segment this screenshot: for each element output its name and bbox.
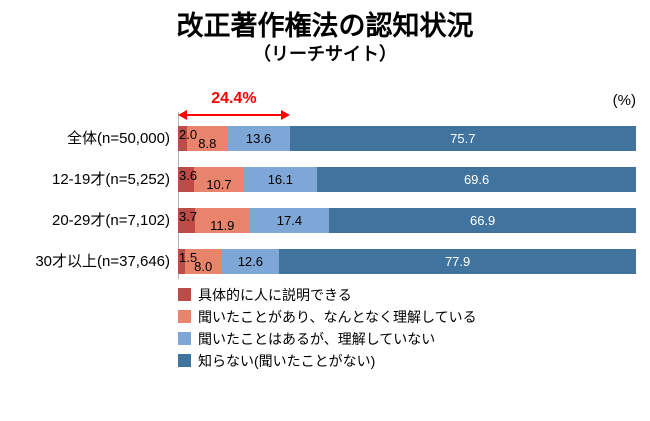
legend-label: 聞いたことはあるが、理解していない bbox=[198, 330, 436, 347]
axis-line bbox=[178, 111, 179, 279]
bar-segment-vague: 10.7 bbox=[194, 166, 244, 192]
segment-value: 2.0 bbox=[179, 126, 198, 142]
bar-segment-vague: 8.0 bbox=[184, 248, 222, 274]
bar-segment-vague: 11.9 bbox=[194, 207, 250, 233]
bar-segment-heard: 13.6 bbox=[227, 125, 290, 151]
bar-segment-heard: 16.1 bbox=[243, 166, 318, 192]
range-annotation-label: 24.4% bbox=[211, 89, 257, 107]
legend-item: 聞いたことがあり、なんとなく理解している bbox=[178, 308, 650, 326]
bar-row: 30才以上(n=37,646) 1.5 8.0 12.6 77.9 bbox=[0, 248, 636, 274]
bar-segment-heard: 17.4 bbox=[249, 207, 330, 233]
bar-row: 20-29才(n=7,102) 3.7 11.9 17.4 66.9 bbox=[0, 207, 636, 233]
category-label: 20-29才(n=7,102) bbox=[52, 211, 170, 229]
stacked-bar-chart: 24.4% (%) 全体(n=50,000) 2.0 8.8 13.6 75.7 bbox=[0, 90, 636, 279]
segment-value: 12.6 bbox=[237, 253, 264, 269]
segment-value: 17.4 bbox=[276, 212, 303, 228]
bar-segment-explain: 3.7 bbox=[178, 207, 198, 233]
legend-swatch-explain bbox=[178, 288, 191, 302]
category-label: 12-19才(n=5,252) bbox=[52, 170, 170, 188]
double-arrow-icon bbox=[178, 108, 290, 122]
bar-track: 1.5 8.0 12.6 77.9 bbox=[178, 248, 636, 274]
legend-label: 知らない(聞いたことがない) bbox=[198, 352, 376, 369]
bar-row: 全体(n=50,000) 2.0 8.8 13.6 75.7 bbox=[0, 125, 636, 151]
bar-segment-unknown: 77.9 bbox=[279, 248, 636, 274]
range-arrow-group: 24.4% bbox=[178, 90, 290, 122]
arrowhead-right-icon bbox=[280, 109, 290, 120]
legend-item: 聞いたことはあるが、理解していない bbox=[178, 330, 650, 348]
page-title: 改正著作権法の認知状況 bbox=[176, 11, 474, 41]
bar-segment-unknown: 75.7 bbox=[289, 125, 636, 151]
bar-track: 3.7 11.9 17.4 66.9 bbox=[178, 207, 636, 233]
segment-value: 13.6 bbox=[245, 130, 272, 146]
legend-swatch-unknown bbox=[178, 354, 191, 368]
segment-value: 11.9 bbox=[210, 217, 235, 233]
bar-track: 3.6 10.7 16.1 69.6 bbox=[178, 166, 636, 192]
category-label: 全体(n=50,000) bbox=[67, 129, 170, 147]
segment-value: 3.7 bbox=[179, 208, 198, 224]
bar-segment-unknown: 66.9 bbox=[329, 207, 636, 233]
segment-value: 10.7 bbox=[206, 176, 232, 192]
legend-label: 具体的に人に説明できる bbox=[198, 286, 352, 303]
bar-track: 2.0 8.8 13.6 75.7 bbox=[178, 125, 636, 151]
bar-segment-explain: 3.6 bbox=[178, 166, 198, 192]
bar-segment-explain: 2.0 bbox=[178, 125, 197, 151]
segment-value: 75.7 bbox=[450, 130, 476, 146]
legend-label: 聞いたことがあり、なんとなく理解している bbox=[198, 308, 477, 325]
annotation-track: 24.4% (%) bbox=[178, 90, 636, 126]
segment-value: 66.9 bbox=[469, 212, 496, 228]
legend-item: 具体的に人に説明できる bbox=[178, 286, 650, 304]
bar-segment-unknown: 69.6 bbox=[317, 166, 636, 192]
legend-item: 知らない(聞いたことがない) bbox=[178, 352, 650, 370]
segment-value: 16.1 bbox=[267, 171, 293, 187]
legend: 具体的に人に説明できる 聞いたことがあり、なんとなく理解している 聞いたことはあ… bbox=[178, 286, 650, 370]
label-column-spacer bbox=[0, 90, 178, 126]
bar-segment-heard: 12.6 bbox=[221, 248, 280, 274]
annotation-row: 24.4% (%) bbox=[0, 90, 636, 126]
segment-value: 77.9 bbox=[444, 253, 471, 269]
arrow-line bbox=[187, 113, 281, 116]
segment-value: 8.8 bbox=[198, 135, 217, 151]
unit-label: (%) bbox=[612, 91, 636, 109]
page-subtitle: （リーチサイト） bbox=[253, 44, 397, 65]
bar-row: 12-19才(n=5,252) 3.6 10.7 16.1 69.6 bbox=[0, 166, 636, 192]
legend-swatch-vague bbox=[178, 310, 191, 324]
segment-value: 69.6 bbox=[463, 171, 490, 187]
legend-swatch-heard bbox=[178, 332, 191, 346]
arrowhead-left-icon bbox=[178, 109, 187, 120]
segment-value: 1.5 bbox=[179, 249, 198, 265]
bar-segment-explain: 1.5 bbox=[178, 248, 197, 274]
category-label: 30才以上(n=37,646) bbox=[35, 252, 170, 270]
segment-value: 8.0 bbox=[194, 258, 213, 274]
bar-segment-vague: 8.8 bbox=[187, 125, 228, 151]
segment-value: 3.6 bbox=[179, 167, 198, 183]
